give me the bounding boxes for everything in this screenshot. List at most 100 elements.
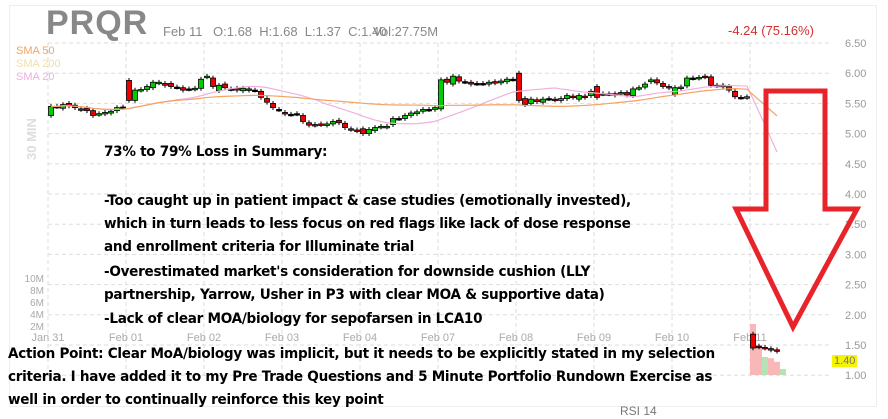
candle-body: [534, 99, 540, 102]
last-price-badge: 1.40: [832, 355, 858, 367]
candle-body: [546, 98, 552, 101]
down-arrow-annotation: [732, 88, 862, 333]
candle-body: [498, 80, 504, 84]
candle-body: [624, 92, 630, 96]
note-line: -Lack of clear MOA/biology for sepofarse…: [104, 310, 483, 327]
candle-body: [318, 123, 324, 126]
ohlc-readout: O:1.68 H:1.68 L:1.37 C:1.40: [213, 24, 387, 39]
candle-body: [312, 124, 318, 127]
volume-bar: [756, 345, 762, 375]
candle-body: [342, 122, 348, 128]
candle-body: [192, 87, 198, 91]
y-tick-label: 6.50: [845, 38, 866, 50]
candle-body: [684, 77, 690, 87]
y-tick-label: 5.00: [845, 129, 866, 141]
candle-body: [378, 125, 384, 129]
candle-body: [702, 75, 708, 79]
candle-body: [48, 106, 54, 116]
y-tick-label: 1.00: [845, 370, 866, 382]
candle-body: [474, 83, 480, 86]
note-line: and enrollment criteria for Illuminate t…: [104, 238, 415, 255]
candle-body: [264, 98, 270, 103]
candle-body: [162, 83, 168, 86]
x-tick-label: Feb 01: [109, 332, 143, 344]
y-tick-label: 3.00: [845, 249, 866, 261]
rsi-panel-label: RSI 14: [620, 404, 657, 418]
candle-body: [252, 89, 258, 93]
candle-body: [270, 103, 276, 109]
candle-body: [492, 81, 498, 84]
x-tick-label: Feb 03: [265, 332, 299, 344]
candle-body: [630, 88, 636, 96]
x-tick-label: Feb 09: [577, 332, 611, 344]
candle-body: [654, 79, 660, 84]
candle-body: [510, 78, 516, 82]
action-point-line: criteria. I have added it to my Pre Trad…: [8, 368, 713, 385]
candle-body: [138, 89, 144, 92]
candle-body: [300, 115, 306, 122]
candle-body: [594, 86, 600, 98]
candle-body: [576, 95, 582, 100]
candle-body: [756, 345, 762, 349]
volume-tick-label: 8M: [30, 286, 44, 297]
notes-title: 73% to 79% Loss in Summary:: [104, 143, 328, 160]
candle-body: [708, 76, 714, 86]
candle-body: [432, 107, 438, 110]
candle-body: [642, 83, 648, 88]
candle-body: [486, 81, 492, 85]
volume-bar: [780, 369, 786, 375]
sma50-line: [51, 87, 778, 117]
candle-body: [372, 127, 378, 131]
bar-date: Feb 11: [163, 24, 203, 39]
candle-body: [468, 81, 474, 85]
candle-body: [78, 108, 84, 111]
candle-body: [174, 86, 180, 89]
candle-body: [408, 112, 414, 116]
volume-tick-label: 2M: [30, 322, 44, 333]
candle-body: [360, 128, 366, 135]
candle-body: [588, 90, 594, 96]
x-tick-label: Feb 08: [499, 332, 533, 344]
candle-body: [618, 92, 624, 95]
candle-body: [120, 106, 126, 109]
candle-body: [732, 90, 738, 98]
candle-body: [180, 87, 186, 91]
candle-body: [282, 112, 288, 115]
candle-body: [222, 83, 228, 89]
legend-sma20: SMA 20: [16, 71, 55, 83]
candle-body: [414, 111, 420, 115]
candle-body: [102, 112, 108, 115]
candle-body: [648, 79, 654, 83]
note-line: partnership, Yarrow, Usher in P3 with cl…: [104, 286, 605, 303]
candle-body: [564, 95, 570, 99]
candle-body: [210, 77, 216, 87]
candle-body: [396, 118, 402, 121]
ticker-symbol: PRQR: [46, 4, 149, 42]
candle-body: [426, 109, 432, 112]
candle-body: [666, 86, 672, 89]
candle-body: [126, 80, 132, 101]
chart-frame: [9, 5, 877, 407]
candle-body: [504, 78, 510, 83]
candle-body: [450, 75, 456, 85]
candle-body: [552, 98, 558, 102]
x-tick-label: Jan 31: [31, 332, 64, 344]
candle-body: [774, 349, 780, 352]
candle-body: [402, 115, 408, 119]
candle-body: [144, 86, 150, 90]
volume-bar: [762, 357, 768, 375]
volume-tick-label: 4M: [30, 310, 44, 321]
note-line: -Too caught up in patient impact & case …: [104, 192, 631, 209]
candle-body: [366, 128, 372, 134]
x-tick-label: Feb 02: [187, 332, 221, 344]
x-tick-label: Feb 07: [421, 332, 455, 344]
y-tick-label: 6.00: [845, 68, 866, 80]
candle-body: [84, 107, 90, 112]
y-tick-label: 2.50: [845, 280, 866, 292]
candle-body: [90, 110, 96, 116]
candle-body: [150, 81, 156, 89]
candle-body: [678, 86, 684, 89]
candle-body: [168, 83, 174, 87]
volume-bar: [768, 358, 774, 375]
